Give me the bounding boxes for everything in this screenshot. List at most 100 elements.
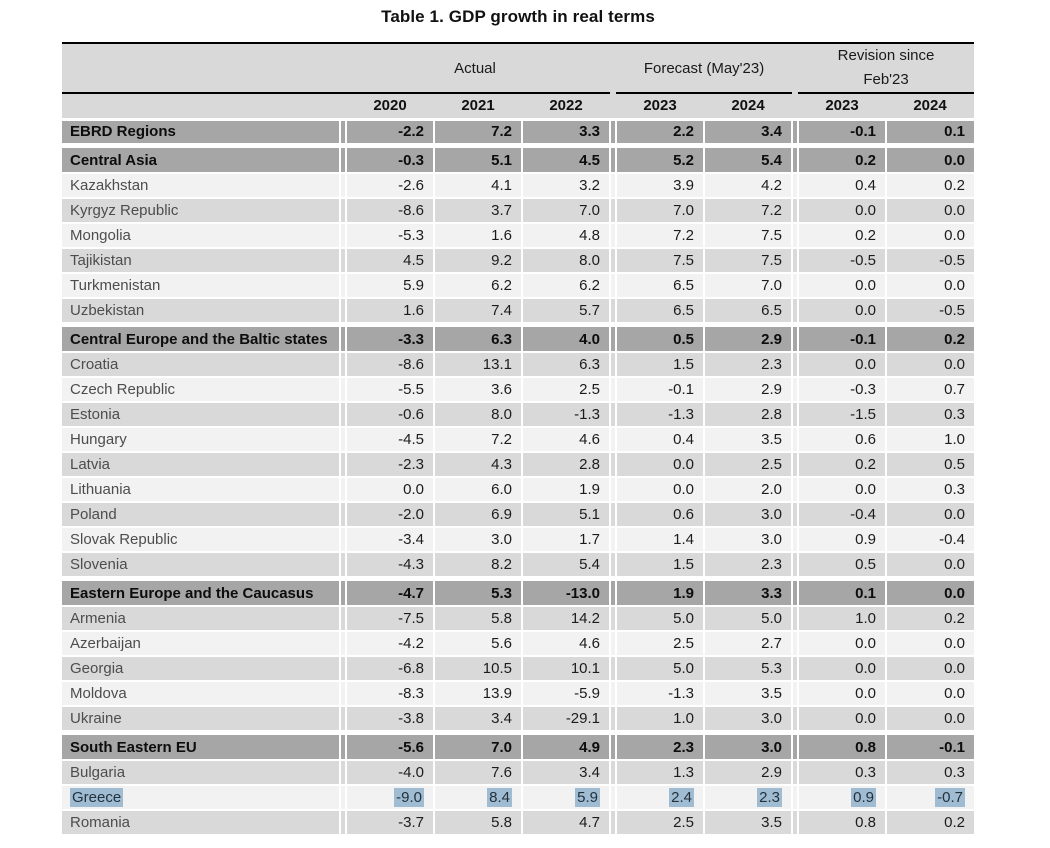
row-label: Slovenia <box>62 552 340 578</box>
value-cell: 7.2 <box>434 427 523 453</box>
value-cell: 7.0 <box>704 273 793 299</box>
column-gap <box>339 173 347 199</box>
row-label: Poland <box>62 502 340 528</box>
value-cell: 13.1 <box>434 352 523 378</box>
selected-text: 2.4 <box>669 788 695 807</box>
value-cell: 4.0 <box>522 327 611 353</box>
column-gap <box>791 631 800 657</box>
value-cell: 0.2 <box>886 810 975 836</box>
column-gap <box>609 785 618 811</box>
value-cell: 6.2 <box>434 273 523 299</box>
column-gap <box>339 148 347 174</box>
table-row: Kyrgyz Republic -8.6 3.7 7.0 7.0 7.2 0.0 0.0 <box>62 198 975 224</box>
value-cell: 0.0 <box>798 298 888 324</box>
value-cell: -0.1 <box>798 119 888 145</box>
column-gap <box>791 477 800 503</box>
value-cell: -8.6 <box>346 352 435 378</box>
column-gap <box>609 527 618 553</box>
value-cell: -29.1 <box>522 706 611 732</box>
value-cell: -4.0 <box>346 760 435 786</box>
value-cell: -1.3 <box>616 402 706 428</box>
value-cell: -2.6 <box>346 173 435 199</box>
column-gap <box>609 606 618 632</box>
value-cell: -5.9 <box>522 681 611 707</box>
column-gap <box>791 248 800 274</box>
value-cell: 0.0 <box>886 706 975 732</box>
column-gap <box>791 735 800 761</box>
column-gap <box>609 452 618 478</box>
value-cell: 0.2 <box>798 452 888 478</box>
value-cell: 0.5 <box>886 452 975 478</box>
value-cell: 8.0 <box>434 402 523 428</box>
value-cell: 3.0 <box>704 527 793 553</box>
column-gap <box>791 656 800 682</box>
year-header: 2020 <box>346 93 434 121</box>
value-cell: 0.0 <box>798 656 888 682</box>
value-cell: 0.3 <box>886 477 975 503</box>
value-cell: -8.6 <box>346 198 435 224</box>
column-gap <box>791 606 800 632</box>
value-cell: -4.5 <box>346 427 435 453</box>
value-cell: 5.7 <box>522 298 611 324</box>
value-cell: 3.4 <box>434 706 523 732</box>
row-label: South Eastern EU <box>62 735 340 761</box>
value-cell: 5.3 <box>434 581 523 607</box>
value-cell: 4.1 <box>434 173 523 199</box>
value-cell: 1.0 <box>798 606 888 632</box>
value-cell: 0.0 <box>346 477 435 503</box>
value-cell: 0.7 <box>886 377 975 403</box>
value-cell: 2.5 <box>704 452 793 478</box>
value-cell: 0.9 <box>798 785 888 811</box>
value-cell: 0.0 <box>886 223 975 249</box>
column-gap <box>791 706 800 732</box>
value-cell: 0.0 <box>798 198 888 224</box>
value-cell: 0.6 <box>616 502 706 528</box>
row-label: Estonia <box>62 402 340 428</box>
value-cell: 6.2 <box>522 273 611 299</box>
value-cell: 5.6 <box>434 631 523 657</box>
value-cell: -3.3 <box>346 327 435 353</box>
value-cell: -6.8 <box>346 656 435 682</box>
column-gap <box>339 452 347 478</box>
value-cell: 7.0 <box>616 198 706 224</box>
table-row: Mongolia -5.3 1.6 4.8 7.2 7.5 0.2 0.0 <box>62 223 975 249</box>
value-cell: -8.3 <box>346 681 435 707</box>
value-cell: 2.3 <box>704 785 793 811</box>
table-row: Azerbaijan -4.2 5.6 4.6 2.5 2.7 0.0 0.0 <box>62 631 975 657</box>
value-cell: 3.3 <box>704 581 793 607</box>
value-cell: 4.6 <box>522 427 611 453</box>
value-cell: 4.9 <box>522 735 611 761</box>
table-row: Poland -2.0 6.9 5.1 0.6 3.0 -0.4 0.0 <box>62 502 975 528</box>
row-label-header <box>62 93 340 121</box>
column-gap <box>339 402 347 428</box>
column-gap <box>791 552 800 578</box>
value-cell: 7.5 <box>616 248 706 274</box>
value-cell: -0.6 <box>346 402 435 428</box>
year-header: 2022 <box>522 93 611 121</box>
value-cell: -4.2 <box>346 631 435 657</box>
value-cell: 7.2 <box>616 223 706 249</box>
column-gap <box>339 552 347 578</box>
value-cell: 6.3 <box>434 327 523 353</box>
column-gap <box>609 810 618 836</box>
value-cell: 0.0 <box>798 706 888 732</box>
column-gap <box>339 760 347 786</box>
value-cell: 3.0 <box>704 735 793 761</box>
value-cell: 0.3 <box>798 760 888 786</box>
value-cell: 0.0 <box>886 198 975 224</box>
value-cell: -9.0 <box>346 785 435 811</box>
value-cell: 0.0 <box>798 273 888 299</box>
column-gap <box>791 298 800 324</box>
column-gap <box>609 706 618 732</box>
value-cell: 5.0 <box>616 656 706 682</box>
row-label: Tajikistan <box>62 248 340 274</box>
year-header: 2023 <box>798 93 887 121</box>
row-label: Hungary <box>62 427 340 453</box>
column-gap <box>609 427 618 453</box>
column-gap <box>609 273 618 299</box>
value-cell: 7.2 <box>434 119 523 145</box>
value-cell: -4.3 <box>346 552 435 578</box>
value-cell: 1.0 <box>886 427 975 453</box>
value-cell: 5.9 <box>522 785 611 811</box>
value-cell: 1.4 <box>616 527 706 553</box>
